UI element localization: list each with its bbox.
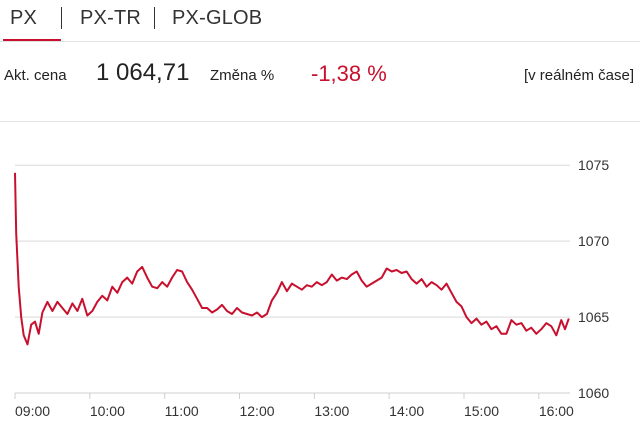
- x-tick-label: 13:00: [314, 403, 349, 419]
- y-tick-label: 1065: [578, 309, 609, 325]
- change-value: -1,38 %: [311, 61, 387, 86]
- x-tick-label: 14:00: [389, 403, 424, 419]
- index-tabs: PX PX-TR PX-GLOB: [0, 0, 640, 42]
- quote-divider: [0, 121, 640, 122]
- tabs-divider: [0, 41, 640, 42]
- tab-px[interactable]: PX: [10, 7, 38, 29]
- change-label: Změna %: [210, 67, 275, 84]
- y-tick-label: 1060: [578, 385, 609, 401]
- realtime-label: [v reálném čase]: [523, 67, 634, 84]
- x-tick-label: 09:00: [15, 403, 50, 419]
- x-tick-label: 16:00: [539, 403, 574, 419]
- current-price: 1 064,71: [96, 59, 190, 86]
- y-tick-label: 1070: [578, 233, 609, 249]
- series-line: [14, 172, 570, 346]
- x-tick-label: 12:00: [239, 403, 274, 419]
- price-label: Akt. cena: [4, 67, 67, 84]
- tab-px-tr[interactable]: PX-TR: [80, 7, 141, 29]
- x-tick-label: 10:00: [90, 403, 125, 419]
- x-tick-label: 11:00: [165, 403, 199, 419]
- x-tick-label: 15:00: [464, 403, 499, 419]
- tab-separator: [154, 7, 155, 29]
- active-tab-indicator: [3, 39, 61, 42]
- tab-separator: [61, 7, 62, 29]
- quote-bar: Akt. cena 1 064,71 Změna % -1,38 % [v re…: [0, 55, 640, 95]
- y-tick-label: 1075: [578, 157, 609, 173]
- tab-px-glob[interactable]: PX-GLOB: [172, 7, 263, 29]
